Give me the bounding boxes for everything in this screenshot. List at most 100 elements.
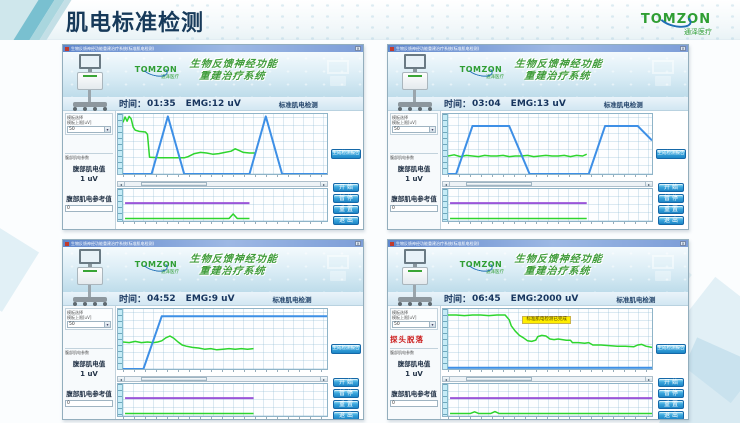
start-button[interactable]: 开 始: [658, 183, 684, 192]
pause-button[interactable]: 暂 停: [658, 194, 684, 203]
scrollbar-track[interactable]: [450, 182, 645, 186]
slogan-line-2: 重建治疗系统: [198, 71, 266, 82]
close-icon[interactable]: ×: [355, 46, 361, 51]
template-limit-select[interactable]: 50 ▾: [392, 321, 436, 328]
close-icon[interactable]: ×: [355, 241, 361, 246]
sub-chart-y-axis: [118, 189, 123, 221]
scroll-left-icon[interactable]: ◂: [118, 377, 125, 382]
scrollbar-thumb[interactable]: [140, 182, 207, 186]
generate-report-button[interactable]: 生成检测报告: [331, 149, 361, 159]
scrollbar-track[interactable]: [450, 377, 645, 381]
chart-horizontal-scrollbar[interactable]: ◂ ▸: [117, 376, 328, 382]
abdominal-emg-label: 腹部肌电值: [397, 360, 431, 368]
reset-button[interactable]: 重 置: [333, 400, 359, 409]
window-titlebar[interactable]: 生物反馈神经功能重建治疗系统(标准肌电检测) ×: [388, 45, 688, 52]
emg-main-plot: [448, 114, 652, 174]
window-title: 生物反馈神经功能重建治疗系统(标准肌电检测): [396, 240, 480, 246]
chart-horizontal-scrollbar[interactable]: ◂ ▸: [117, 181, 328, 187]
slogan-line-1: 生物反馈神经功能: [189, 254, 279, 265]
banner-logo: TOMZON 通泽医疗: [129, 261, 183, 276]
abdominal-ref-label: 腹部肌电参考值: [66, 195, 112, 203]
window-titlebar[interactable]: 生物反馈神经功能重建治疗系统(标准肌电检测) ×: [63, 45, 363, 52]
abdominal-section-header: 腹部肌电参数: [65, 155, 89, 160]
app-icon: [390, 46, 394, 51]
emg-main-plot: [123, 309, 327, 369]
abdominal-ref-input[interactable]: 0: [390, 400, 438, 407]
reset-button[interactable]: 重 置: [333, 205, 359, 214]
chevron-down-icon[interactable]: ▾: [429, 322, 435, 327]
abdominal-ref-input[interactable]: 0: [390, 205, 438, 212]
slogan-line-2: 重建治疗系统: [523, 266, 591, 277]
slogan-line-2: 重建治疗系统: [523, 71, 591, 82]
scroll-right-icon[interactable]: ▸: [645, 377, 652, 382]
template-limit-select[interactable]: 50 ▾: [67, 321, 111, 328]
abdominal-ref-input[interactable]: 0: [65, 205, 113, 212]
pause-button[interactable]: 暂 停: [333, 389, 359, 398]
abdominal-section-header: 腹部肌电参数: [390, 350, 414, 355]
chevron-down-icon[interactable]: ▾: [104, 322, 110, 327]
generate-report-button[interactable]: 生成检测报告: [331, 344, 361, 354]
chevron-down-icon[interactable]: ▾: [104, 127, 110, 132]
banner-brand-sub: 通泽医疗: [161, 270, 179, 275]
template-limit-select[interactable]: 50 ▾: [67, 126, 111, 133]
exit-button[interactable]: 退 出: [658, 216, 684, 225]
window-content: 模板选择 模板上限[uV] 50 ▾ 腹部肌电参数 腹部肌电值 1 uV 腹部肌…: [388, 111, 688, 229]
window-titlebar[interactable]: 生物反馈神经功能重建治疗系统(标准肌电检测) ×: [388, 240, 688, 247]
abdominal-ref-input[interactable]: 0: [65, 400, 113, 407]
template-limit-value: 50: [69, 322, 75, 327]
scroll-right-icon[interactable]: ▸: [645, 182, 652, 187]
sub-chart-y-axis: [443, 384, 448, 416]
main-chart-y-axis: [118, 309, 123, 369]
pause-button[interactable]: 暂 停: [658, 389, 684, 398]
window-titlebar[interactable]: 生物反馈神经功能重建治疗系统(标准肌电检测) ×: [63, 240, 363, 247]
exit-button[interactable]: 退 出: [658, 411, 684, 419]
scroll-left-icon[interactable]: ◂: [443, 182, 450, 187]
scrollbar-track[interactable]: [125, 377, 320, 381]
banner-slogan: 生物反馈神经功能 重建治疗系统: [188, 59, 279, 83]
reset-button[interactable]: 重 置: [658, 205, 684, 214]
exit-button[interactable]: 退 出: [333, 216, 359, 225]
scrollbar-thumb[interactable]: [465, 377, 532, 381]
scrollbar-track[interactable]: [125, 182, 320, 186]
template-limit-label: 模板上限[uV]: [67, 120, 92, 125]
scrollbar-thumb[interactable]: [465, 182, 532, 186]
chart-area: ◂ ▸: [116, 111, 329, 229]
close-icon[interactable]: ×: [680, 46, 686, 51]
control-buttons: 开 始 暂 停 重 置 退 出: [333, 183, 359, 225]
left-sidebar: 模板选择 模板上限[uV] 50 ▾ 探头脱落 腹部肌电参数 腹部肌电值 1 u…: [388, 306, 441, 419]
banner-logo: TOMZON 通泽医疗: [129, 66, 183, 81]
reset-button[interactable]: 重 置: [658, 400, 684, 409]
chart-horizontal-scrollbar[interactable]: ◂ ▸: [442, 376, 653, 382]
chevron-down-icon[interactable]: ▾: [429, 127, 435, 132]
close-icon[interactable]: ×: [680, 241, 686, 246]
emg-main-chart: [117, 113, 328, 175]
generate-report-button[interactable]: 生成检测报告: [656, 149, 686, 159]
app-window: 生物反馈神经功能重建治疗系统(标准肌电检测) × TOMZON 通泽医疗 生物反…: [387, 44, 689, 230]
exit-button[interactable]: 退 出: [333, 411, 359, 419]
chart-horizontal-scrollbar[interactable]: ◂ ▸: [442, 181, 653, 187]
emg-main-plot: [123, 114, 327, 174]
scroll-left-icon[interactable]: ◂: [118, 182, 125, 187]
template-select-label: 模板选择: [67, 310, 83, 315]
template-limit-value: 50: [69, 127, 75, 132]
slogan-line-1: 生物反馈神经功能: [189, 59, 279, 70]
mode-label: 标准肌电检测: [603, 100, 643, 109]
generate-report-button[interactable]: 生成检测报告: [656, 344, 686, 354]
start-button[interactable]: 开 始: [658, 378, 684, 387]
left-sidebar: 模板选择 模板上限[uV] 50 ▾ 腹部肌电参数 腹部肌电值 1 uV 腹部肌…: [63, 306, 116, 419]
scroll-right-icon[interactable]: ▸: [320, 377, 327, 382]
pause-button[interactable]: 暂 停: [333, 194, 359, 203]
chart-area: ◂ ▸: [441, 111, 654, 229]
time-value: 06:45: [472, 293, 501, 304]
start-button[interactable]: 开 始: [333, 378, 359, 387]
probe-detached-alert: 探头脱落: [390, 335, 424, 344]
probe-detached-alert: [390, 139, 438, 151]
start-button[interactable]: 开 始: [333, 183, 359, 192]
button-column: 生成检测报告 开 始 暂 停 重 置 退 出: [654, 111, 688, 229]
abdominal-emg-chart: [442, 383, 653, 417]
scroll-right-icon[interactable]: ▸: [320, 182, 327, 187]
scroll-left-icon[interactable]: ◂: [443, 377, 450, 382]
dot-pattern-decoration: [170, 0, 740, 40]
scrollbar-thumb[interactable]: [140, 377, 207, 381]
template-limit-select[interactable]: 50 ▾: [392, 126, 436, 133]
